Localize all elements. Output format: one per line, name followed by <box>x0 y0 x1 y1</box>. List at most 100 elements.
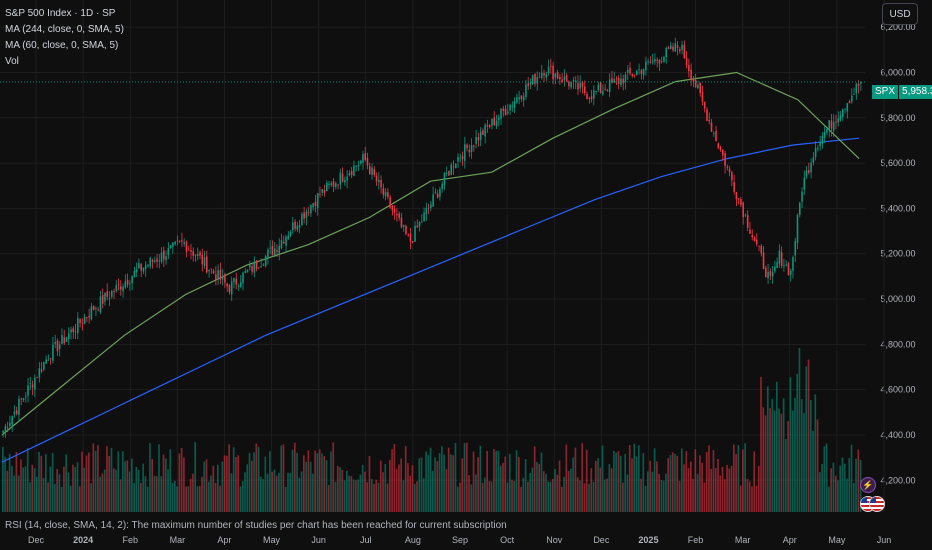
volume-bar <box>128 471 131 512</box>
volume-bar <box>429 447 432 512</box>
candle-body <box>97 309 99 311</box>
volume-bar <box>416 481 418 512</box>
volume-bar <box>391 449 393 512</box>
candle-body <box>583 86 586 94</box>
us-flag-icon[interactable] <box>869 496 885 512</box>
volume-bar <box>92 443 95 512</box>
x-tick-label: Jun <box>311 535 326 545</box>
y-tick-label: 5,200.00 <box>880 249 915 259</box>
candle-body <box>101 294 104 304</box>
candle-body <box>113 291 115 292</box>
volume-bar <box>493 448 495 512</box>
candle-body <box>307 212 310 213</box>
candle-body <box>780 252 783 267</box>
volume-bar <box>755 485 758 512</box>
volume-bar <box>604 479 606 512</box>
volume-bar <box>809 399 812 512</box>
candle-body <box>712 132 715 134</box>
candle-body <box>264 255 267 267</box>
volume-bar <box>447 447 450 512</box>
volume-bar <box>807 359 810 512</box>
candle-body <box>210 268 213 270</box>
candle-body <box>615 78 618 80</box>
volume-bar <box>764 415 767 512</box>
volume-bar <box>441 446 443 512</box>
candle-body <box>36 377 38 379</box>
currency-button[interactable]: USD <box>882 3 918 25</box>
candle-body <box>31 384 34 388</box>
candle-body <box>81 322 84 324</box>
volume-bar <box>370 479 373 512</box>
volume-bar <box>545 473 547 512</box>
volume-bar <box>94 451 97 512</box>
candle-body <box>375 175 378 182</box>
volume-bar <box>434 457 436 512</box>
volume-bar <box>463 443 466 512</box>
candle-body <box>163 250 165 260</box>
candle-body <box>629 67 631 74</box>
volume-bar <box>389 459 391 512</box>
candle-body <box>470 145 473 152</box>
volume-bar <box>174 480 176 512</box>
candle-body <box>665 48 668 58</box>
candle-body <box>452 166 455 168</box>
volume-bar <box>379 460 382 512</box>
candle-body <box>67 333 70 340</box>
volume-bar <box>97 445 99 512</box>
lightning-bolt-icon[interactable]: ⚡ <box>860 477 876 493</box>
volume-bar <box>58 474 61 512</box>
candle-body <box>230 281 233 295</box>
candle-body <box>165 256 167 261</box>
candle-body <box>348 173 351 176</box>
volume-legend[interactable]: Vol <box>5 56 19 67</box>
candle-body <box>547 67 550 74</box>
volume-bar <box>402 480 405 512</box>
candle-body <box>63 337 66 344</box>
volume-bar <box>522 477 525 512</box>
volume-bar <box>520 486 522 512</box>
volume-bar <box>714 468 717 512</box>
ma-long-line <box>1 137 860 463</box>
candle-body <box>88 315 90 318</box>
volume-bar <box>504 456 507 512</box>
candle-body <box>529 82 532 85</box>
candle-body <box>638 69 640 71</box>
candle-body <box>215 274 217 281</box>
volume-bar <box>508 454 511 512</box>
candle-body <box>29 383 32 385</box>
ma-short-legend[interactable]: MA (60, close, 0, SMA, 5) <box>5 40 119 51</box>
volume-bar <box>610 468 613 512</box>
symbol-title[interactable]: S&P 500 Index · 1D · SP <box>5 8 116 19</box>
volume-bar <box>671 452 674 512</box>
candle-body <box>722 149 724 156</box>
candle-body <box>92 306 95 310</box>
candle-body <box>574 80 577 82</box>
volume-bar <box>597 458 599 512</box>
volume-bar <box>121 451 124 512</box>
volume-bar <box>407 463 409 512</box>
candle-body <box>597 84 600 90</box>
volume-bar <box>773 410 776 512</box>
candle-body <box>846 103 849 112</box>
candle-body <box>368 166 371 174</box>
candle-body <box>323 189 326 193</box>
volume-bar <box>54 483 56 512</box>
candle-body <box>830 120 833 129</box>
candle-body <box>436 193 439 198</box>
candle-body <box>579 83 582 89</box>
candle-body <box>359 160 362 164</box>
candle-body <box>706 109 708 122</box>
volume-bar <box>284 486 287 512</box>
volume-bar <box>35 476 38 512</box>
candle-body <box>719 146 722 151</box>
volume-bar <box>452 455 455 512</box>
candle-body <box>273 248 276 256</box>
volume-bar <box>124 461 126 512</box>
candle-body <box>6 427 9 429</box>
y-tick-label: 4,600.00 <box>880 385 915 395</box>
candle-body <box>140 264 142 271</box>
ma-long-legend[interactable]: MA (244, close, 0, SMA, 5) <box>5 24 124 35</box>
candle-body <box>38 368 41 378</box>
y-tick-label: 4,200.00 <box>880 475 915 485</box>
